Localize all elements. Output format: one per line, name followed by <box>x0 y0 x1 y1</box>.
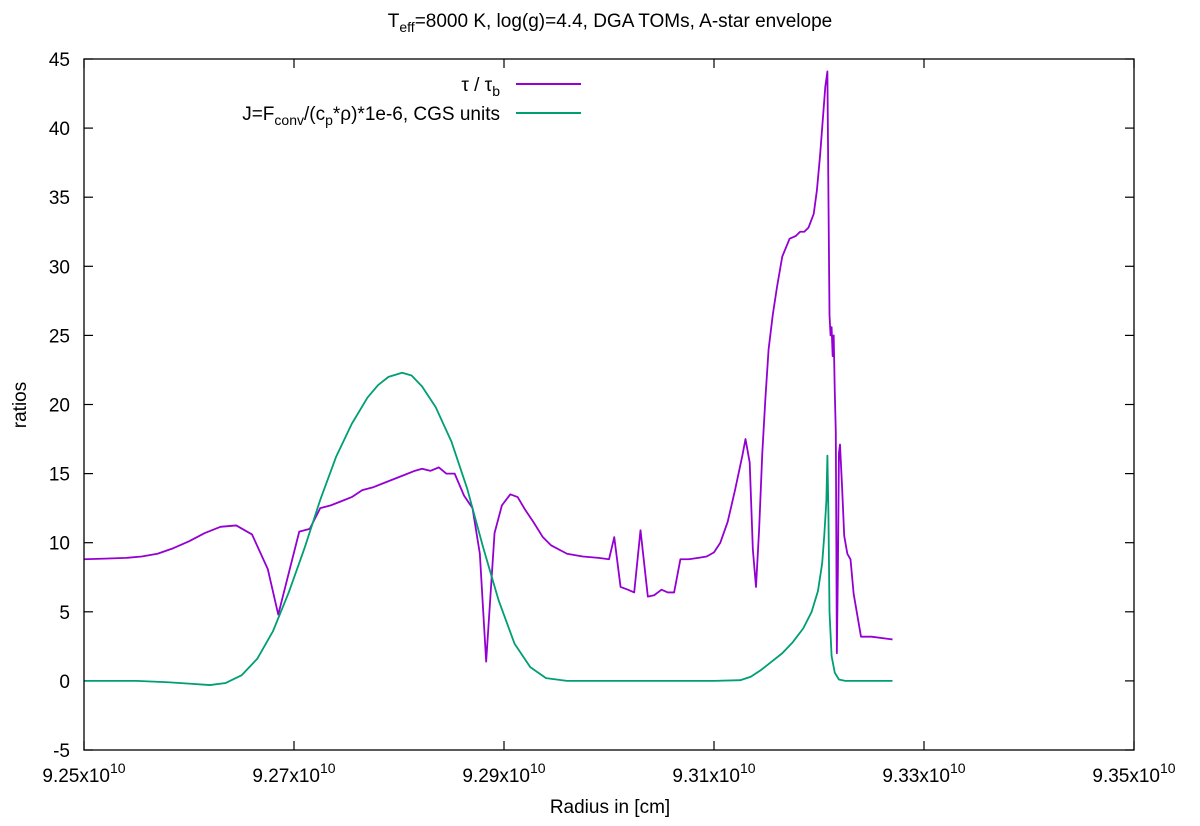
series-line-tau-ratio <box>83 70 893 663</box>
legend-label-J-flux-part: J=F <box>242 104 274 125</box>
y-tick-label: 40 <box>49 119 70 140</box>
y-tick-label: 30 <box>49 257 70 278</box>
legend-label-tau-ratio-part: τ / τ <box>461 75 492 96</box>
chart-title-part: T <box>388 11 400 32</box>
y-tick-label: 5 <box>59 603 70 624</box>
x-tick-mantissa: 9.31x10 <box>672 766 740 787</box>
x-tick-exponent: 10 <box>740 760 756 776</box>
legend-label-J-flux-part: p <box>325 112 333 128</box>
legend-label-J-flux-part: conv <box>274 112 304 128</box>
x-tick-label: 9.31x1010 <box>672 760 755 787</box>
legend: τ / τb J=Fconv/(cp*ρ)*1e-6, CGS units <box>242 75 581 128</box>
x-tick-labels: 9.25x1010 9.27x1010 9.29x1010 9.31x1010 9.33… <box>42 760 1175 787</box>
x-tick-exponent: 10 <box>320 760 336 776</box>
legend-label-J-flux-part: *ρ)*1e-6, CGS units <box>333 104 500 125</box>
legend-label-tau-ratio: τ / τb <box>461 75 500 99</box>
x-tick-exponent: 10 <box>1160 760 1176 776</box>
x-tick-exponent: 10 <box>530 760 546 776</box>
chart-title-part: eff <box>399 19 414 35</box>
x-tick-mantissa: 9.35x10 <box>1092 766 1160 787</box>
legend-label-tau-ratio-part: b <box>492 83 500 99</box>
x-tick-mantissa: 9.25x10 <box>42 766 110 787</box>
y-axis-title: ratios <box>10 382 31 428</box>
legend-label-J-flux: J=Fconv/(cp*ρ)*1e-6, CGS units <box>242 104 500 128</box>
x-tick-label: 9.27x1010 <box>252 760 335 787</box>
x-tick-label: 9.25x1010 <box>42 760 125 787</box>
x-tick-label: 9.33x1010 <box>882 760 965 787</box>
chart-title-part: =8000 K, log(g)=4.4, DGA TOMs, A-star en… <box>415 11 833 32</box>
y-tick-label: 15 <box>49 465 70 486</box>
y-tick-label: 10 <box>49 534 70 555</box>
x-tick-label: 9.29x1010 <box>462 760 545 787</box>
y-tick-label: 20 <box>49 396 70 417</box>
y-tick-label: -5 <box>53 741 70 762</box>
x-axis-title: Radius in [cm] <box>550 797 670 818</box>
y-tick-label: 25 <box>49 326 70 347</box>
tick-marks <box>83 58 1135 751</box>
x-tick-exponent: 10 <box>110 760 126 776</box>
plot-frame <box>83 58 1135 751</box>
chart-title: Teff=8000 K, log(g)=4.4, DGA TOMs, A-sta… <box>388 11 832 35</box>
y-tick-labels: -5 0 5 10 15 20 25 30 35 40 45 <box>49 50 70 762</box>
x-tick-mantissa: 9.27x10 <box>252 766 320 787</box>
series-layer <box>83 70 893 686</box>
x-tick-exponent: 10 <box>950 760 966 776</box>
y-tick-label: 0 <box>59 672 70 693</box>
legend-label-J-flux-part: /(c <box>304 104 325 125</box>
y-tick-label: 45 <box>49 50 70 71</box>
series-line-J-flux <box>84 371 893 686</box>
y-tick-label: 35 <box>49 188 70 209</box>
x-tick-mantissa: 9.33x10 <box>882 766 950 787</box>
x-tick-label: 9.35x1010 <box>1092 760 1175 787</box>
x-tick-mantissa: 9.29x10 <box>462 766 530 787</box>
